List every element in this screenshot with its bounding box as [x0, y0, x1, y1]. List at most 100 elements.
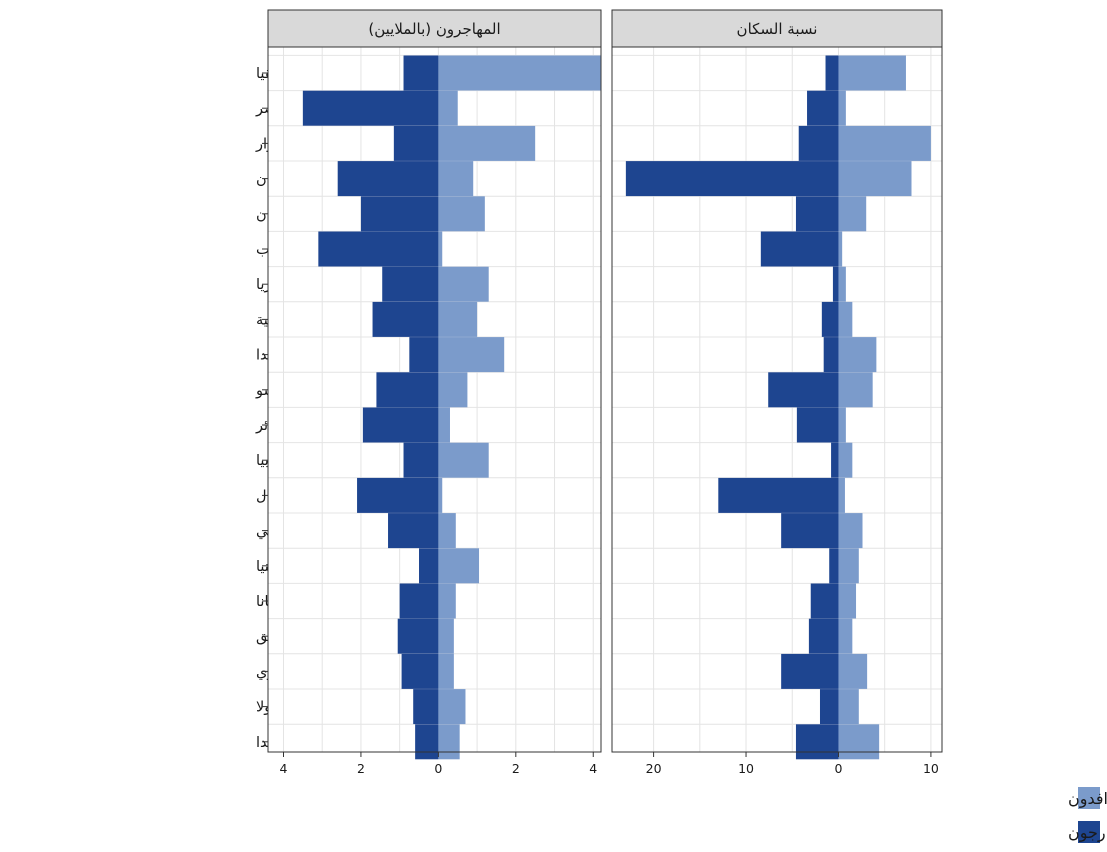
bar-outflow-burkina-faso: [768, 372, 839, 408]
bar-inflow-zimbabwe: [438, 653, 454, 689]
plot-frame: [267, 46, 602, 753]
x-tick-label-migrants: 4: [589, 761, 597, 776]
legend-label-outflow: المهاجرون الخارجون: [1068, 823, 1107, 843]
bar-inflow-somalia: [838, 477, 845, 513]
bar-inflow-somalia: [438, 477, 443, 513]
bar-inflow-rwanda: [438, 724, 460, 760]
bar-inflow-sudan: [438, 196, 485, 232]
bar-inflow-uganda: [838, 337, 877, 373]
panel-migrants-millions: المهاجرون (بالملايين) 4 2 0 2 4: [267, 9, 602, 776]
panel-title-migrants: المهاجرون (بالملايين): [368, 20, 500, 38]
plot-frame: [611, 46, 943, 753]
bar-outflow-south-africa: [403, 55, 439, 91]
bar-inflow-angola: [838, 689, 859, 725]
bar-inflow-kenya: [438, 548, 480, 584]
bar-inflow-ghana: [838, 583, 857, 619]
bar-outflow-rwanda: [415, 724, 439, 760]
bar-outflow-rwanda: [795, 724, 839, 760]
bar-outflow-south-sudan: [625, 161, 839, 197]
bar-inflow-ghana: [438, 583, 456, 619]
bar-inflow-south-sudan: [438, 161, 474, 197]
bar-inflow-mozambique: [438, 618, 454, 654]
bar-outflow-algeria: [362, 407, 439, 443]
bar-outflow-zimbabwe: [401, 653, 439, 689]
bar-outflow-sudan: [795, 196, 839, 232]
bar-inflow-uganda: [438, 337, 505, 373]
bar-outflow-ghana: [399, 583, 439, 619]
x-tick-label-population: 0: [834, 761, 842, 776]
bar-inflow-south-africa: [438, 55, 601, 91]
bar-outflow-egypt: [807, 90, 839, 126]
bar-outflow-cote-divoire: [798, 125, 839, 161]
bar-outflow-somalia: [718, 477, 839, 513]
bar-outflow-burkina-faso: [376, 372, 439, 408]
bar-outflow-somalia: [357, 477, 439, 513]
panel-title-population: نسبة السكان: [737, 20, 818, 38]
bar-outflow-mozambique: [808, 618, 839, 654]
bar-inflow-egypt: [438, 90, 458, 126]
bar-outflow-cote-divoire: [393, 125, 439, 161]
legend: المهاجرون الوافدون المهاجرون الخارجون: [1068, 787, 1107, 843]
bar-inflow-burkina-faso: [838, 372, 873, 408]
bar-outflow-south-sudan: [337, 161, 439, 197]
bar-outflow-dr-congo: [372, 301, 439, 337]
bar-inflow-burkina-faso: [438, 372, 468, 408]
x-tick-label-migrants: 2: [357, 761, 365, 776]
plot-area-migrants: 4 2 0 2 4: [267, 46, 602, 776]
bar-outflow-angola: [413, 689, 439, 725]
bar-outflow-mali: [388, 513, 439, 549]
legend-swatch-inflow: [1078, 787, 1100, 809]
bar-inflow-dr-congo: [438, 301, 478, 337]
bar-inflow-south-africa: [838, 55, 906, 91]
panel-population-share: نسبة السكان 20 10 0 10: [611, 9, 943, 776]
bar-inflow-dr-congo: [838, 301, 853, 337]
bar-outflow-kenya: [419, 548, 439, 584]
bar-outflow-uganda: [409, 337, 439, 373]
panel-header-migrants: [267, 9, 602, 48]
bar-inflow-algeria: [438, 407, 450, 443]
x-tick-label-migrants: 4: [280, 761, 288, 776]
bar-outflow-morocco: [760, 231, 839, 267]
bar-outflow-nigeria: [832, 266, 839, 302]
bar-outflow-south-africa: [825, 55, 839, 91]
bar-inflow-kenya: [838, 548, 859, 584]
bar-inflow-zimbabwe: [838, 653, 868, 689]
bar-outflow-morocco: [318, 231, 439, 267]
bar-outflow-egypt: [302, 90, 439, 126]
legend-label-inflow: المهاجرون الوافدون: [1068, 789, 1107, 809]
bar-inflow-ethiopia: [838, 442, 853, 478]
bar-inflow-sudan: [838, 196, 867, 232]
bar-inflow-nigeria: [838, 266, 846, 302]
x-tick-label-population: 10: [738, 761, 754, 776]
bar-inflow-angola: [438, 689, 466, 725]
bar-outflow-uganda: [823, 337, 839, 373]
bar-outflow-sudan: [360, 196, 439, 232]
bar-inflow-mali: [438, 513, 456, 549]
bar-inflow-mozambique: [838, 618, 853, 654]
bar-inflow-morocco: [438, 231, 443, 267]
panel-header-population: [611, 9, 943, 48]
bar-inflow-ethiopia: [438, 442, 489, 478]
x-tick-label-population: 20: [646, 761, 662, 776]
bar-inflow-cote-divoire: [838, 125, 931, 161]
legend-swatch-outflow: [1078, 821, 1100, 843]
bar-outflow-kenya: [829, 548, 839, 584]
x-tick-label-population: 10: [923, 761, 939, 776]
bar-outflow-dr-congo: [821, 301, 839, 337]
bar-outflow-mali: [781, 513, 839, 549]
bar-inflow-south-sudan: [838, 161, 912, 197]
bar-outflow-angola: [819, 689, 839, 725]
bar-inflow-morocco: [838, 231, 843, 267]
bar-outflow-mozambique: [397, 618, 439, 654]
bar-inflow-egypt: [838, 90, 846, 126]
bar-inflow-rwanda: [838, 724, 880, 760]
bar-outflow-ethiopia: [403, 442, 439, 478]
plot-area-population: 20 10 0 10: [611, 46, 943, 776]
bar-outflow-ghana: [810, 583, 839, 619]
x-tick-label-migrants: 0: [434, 761, 442, 776]
bar-outflow-nigeria: [382, 266, 439, 302]
bar-inflow-mali: [838, 513, 863, 549]
bar-inflow-nigeria: [438, 266, 489, 302]
bar-outflow-ethiopia: [831, 442, 839, 478]
